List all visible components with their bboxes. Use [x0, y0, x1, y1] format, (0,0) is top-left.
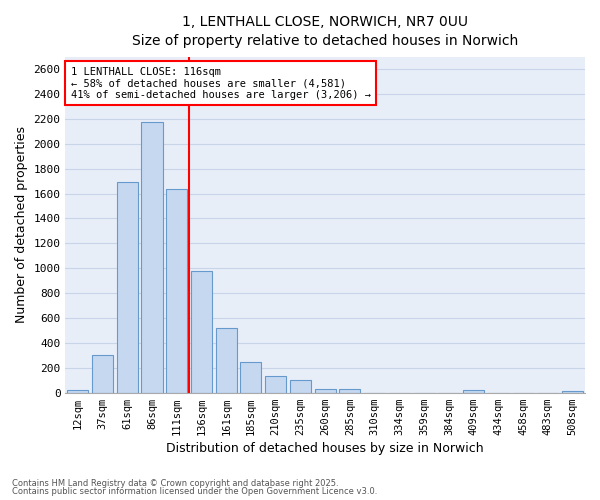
Title: 1, LENTHALL CLOSE, NORWICH, NR7 0UU
Size of property relative to detached houses: 1, LENTHALL CLOSE, NORWICH, NR7 0UU Size…	[132, 15, 518, 48]
Bar	[265, 376, 286, 392]
Bar	[216, 328, 237, 392]
Bar	[142, 122, 163, 392]
Bar	[191, 270, 212, 392]
Bar	[314, 389, 336, 392]
Bar	[92, 356, 113, 393]
Bar	[241, 362, 262, 392]
Bar	[117, 182, 138, 392]
Bar	[67, 390, 88, 392]
Bar	[463, 390, 484, 392]
Text: 1 LENTHALL CLOSE: 116sqm
← 58% of detached houses are smaller (4,581)
41% of sem: 1 LENTHALL CLOSE: 116sqm ← 58% of detach…	[71, 66, 371, 100]
Bar	[562, 391, 583, 392]
Bar	[290, 380, 311, 392]
Text: Contains public sector information licensed under the Open Government Licence v3: Contains public sector information licen…	[12, 487, 377, 496]
Text: Contains HM Land Registry data © Crown copyright and database right 2025.: Contains HM Land Registry data © Crown c…	[12, 478, 338, 488]
X-axis label: Distribution of detached houses by size in Norwich: Distribution of detached houses by size …	[166, 442, 484, 455]
Bar	[166, 188, 187, 392]
Y-axis label: Number of detached properties: Number of detached properties	[15, 126, 28, 323]
Bar	[340, 389, 361, 392]
